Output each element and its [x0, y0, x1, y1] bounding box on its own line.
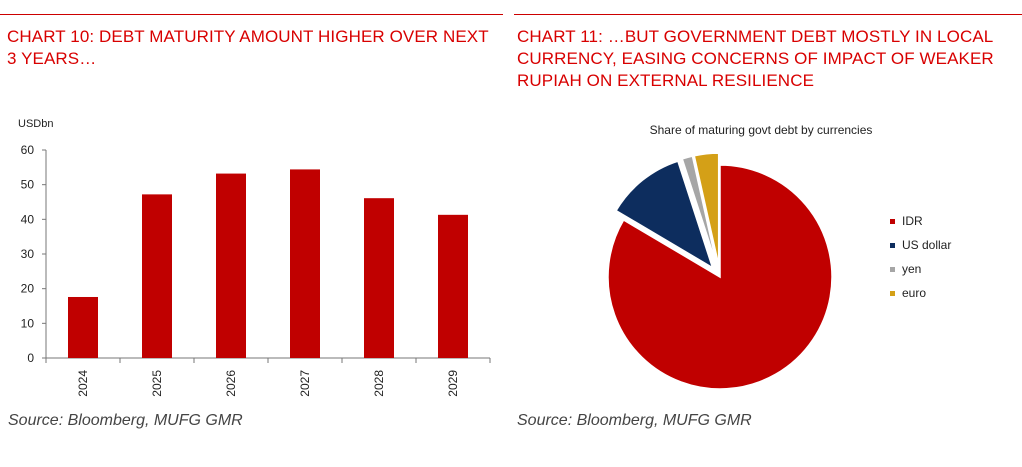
y-tick-label: 30 — [21, 247, 35, 261]
legend-item: US dollar — [890, 233, 951, 257]
bar-2025 — [142, 194, 172, 358]
bar-chart: USDbn 0 10 20 30 40 50 60 2024 2025 2026 2027 2028 20… — [18, 118, 491, 397]
legend-item: IDR — [890, 209, 951, 233]
legend-swatch — [890, 242, 895, 248]
pie-slice-euro — [693, 152, 720, 266]
pie-slice-idr — [607, 164, 833, 390]
y-unit-label: USDbn — [18, 118, 53, 130]
chart-10-panel: CHART 10: DEBT MATURITY AMOUNT HIGHER OV… — [0, 0, 503, 467]
y-tick-label: 50 — [21, 178, 35, 192]
y-tick-label: 10 — [21, 316, 35, 330]
bar-2028 — [364, 198, 394, 358]
top-rule — [0, 14, 503, 15]
bar-2024 — [68, 296, 98, 358]
chart-11-panel: CHART 11: …BUT GOVERNMENT DEBT MOSTLY IN… — [514, 0, 1022, 467]
bar-2026 — [216, 173, 246, 358]
legend-swatch — [890, 290, 895, 296]
chart-10-source: Source: Bloomberg, MUFG GMR — [8, 412, 243, 429]
bar-2027 — [290, 169, 320, 358]
legend-item: yen — [890, 257, 951, 281]
x-tick-label: 2026 — [224, 370, 238, 397]
legend-swatch — [890, 266, 895, 272]
pie-slice-yen — [681, 155, 718, 266]
x-tick-label: 2027 — [298, 370, 312, 397]
pie-title: Share of maturing govt debt by currencie… — [650, 123, 873, 137]
legend-swatch — [890, 218, 895, 224]
x-tick-label: 2029 — [446, 370, 460, 397]
legend-label: US dollar — [902, 238, 952, 252]
x-tick-label: 2024 — [76, 370, 90, 397]
chart-11-source: Source: Bloomberg, MUFG GMR — [517, 412, 752, 429]
pie-chart: Share of maturing govt debt by currencie… — [607, 123, 873, 390]
x-tick-label: 2025 — [150, 370, 164, 397]
y-tick-label: 60 — [21, 143, 35, 157]
bar-2029 — [438, 214, 468, 358]
legend-item: euro — [890, 281, 951, 305]
legend-label: yen — [902, 262, 922, 276]
pie-legend: IDR US dollar yen euro — [890, 209, 951, 305]
y-tick-label: 20 — [21, 282, 35, 296]
top-rule — [514, 14, 1022, 15]
chart-11-title: CHART 11: …BUT GOVERNMENT DEBT MOSTLY IN… — [517, 27, 994, 90]
chart-10-title: CHART 10: DEBT MATURITY AMOUNT HIGHER OV… — [7, 27, 489, 68]
y-tick-label: 0 — [27, 351, 34, 365]
x-tick-label: 2028 — [372, 370, 386, 397]
legend-label: euro — [902, 286, 927, 300]
y-tick-label: 40 — [21, 212, 35, 226]
pie-slice-us-dollar — [615, 160, 714, 270]
legend-label: IDR — [902, 214, 923, 228]
